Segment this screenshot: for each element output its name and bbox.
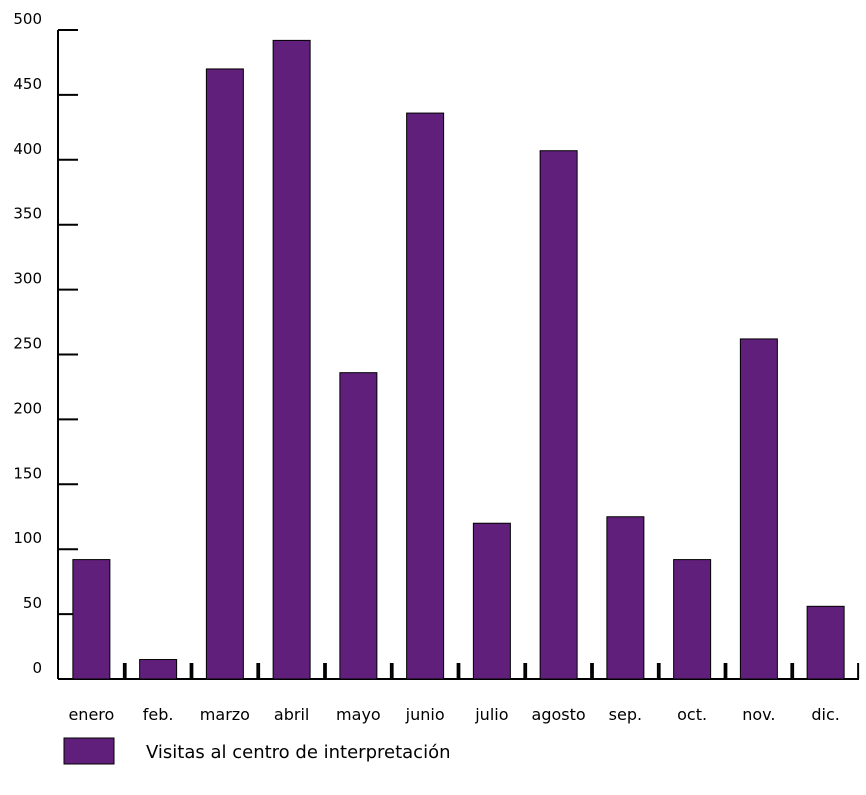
bar-mayo [339, 372, 378, 680]
bar-oct [673, 559, 712, 680]
bar-abril [272, 39, 311, 680]
legend-swatch [63, 737, 115, 765]
x-tick-label: mayo [336, 705, 381, 724]
y-tick-label: 200 [13, 399, 42, 417]
x-tick-label: agosto [532, 705, 586, 724]
x-tick-label: julio [474, 705, 508, 724]
x-tick-label: sep. [609, 705, 642, 724]
x-tick-label: junio [405, 705, 445, 724]
bar-julio [472, 522, 511, 680]
y-tick-label: 350 [13, 205, 42, 223]
bar-nov [739, 338, 778, 680]
y-tick-label: 0 [32, 659, 42, 677]
bar-junio [406, 112, 445, 680]
bar-dic [806, 605, 845, 680]
y-tick-label: 500 [13, 10, 42, 28]
bar-feb [139, 659, 178, 680]
y-tick-label: 150 [13, 464, 42, 482]
x-tick-label: oct. [677, 705, 707, 724]
x-tick-label: marzo [200, 705, 250, 724]
y-tick-label: 400 [13, 140, 42, 158]
x-tick-label: nov. [742, 705, 775, 724]
y-axis: 0 50 100 150 200 250 300 350 400 450 500 [13, 10, 78, 680]
x-tick-label: enero [68, 705, 114, 724]
bars [72, 39, 845, 680]
y-tick-label: 100 [13, 529, 42, 547]
y-tick-label: 250 [13, 335, 42, 353]
y-tick-label: 300 [13, 270, 42, 288]
bar-marzo [205, 68, 244, 680]
x-axis: enero feb. marzo abril mayo junio julio agosto s… [58, 663, 860, 724]
x-tick-label: feb. [143, 705, 174, 724]
legend: Visitas al centro de interpretación [63, 737, 451, 765]
y-tick-label: 50 [23, 594, 42, 612]
bar-agosto [539, 150, 578, 680]
bar-sep [606, 516, 645, 680]
x-tick-label: dic. [811, 705, 839, 724]
y-tick-label: 450 [13, 75, 42, 93]
bar-enero [72, 559, 111, 680]
legend-label: Visitas al centro de interpretación [146, 742, 451, 763]
x-tick-label: abril [274, 705, 309, 724]
